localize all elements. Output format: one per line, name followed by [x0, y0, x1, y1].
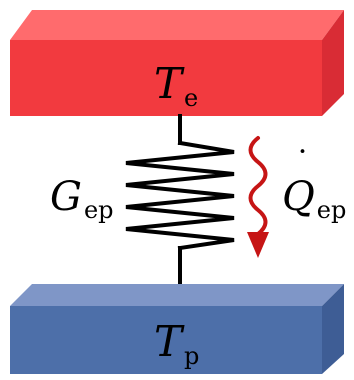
heat-flow-arrowhead: [247, 232, 269, 258]
thermal-conductance-spring: [125, 114, 235, 286]
phonon-bath-block-top: [10, 284, 344, 306]
heat-flow-subscript: ep: [317, 196, 347, 224]
phonon-bath-block: Tp: [10, 284, 344, 374]
conductance-symbol: G: [50, 174, 82, 220]
electron-bath-block-side: [322, 10, 344, 116]
electron-bath-block-top: [10, 10, 344, 40]
electron-bath-block: Te: [10, 10, 344, 116]
phonon-temperature-label: Tp: [154, 317, 199, 370]
conductance-subscript: ep: [84, 196, 114, 224]
heat-flow-arrow: [247, 136, 269, 258]
phonon-temperature-subscript: p: [184, 342, 199, 370]
heat-flow-wavy-line: [248, 136, 268, 236]
electron-temperature-symbol: T: [154, 59, 185, 108]
heat-flow-symbol: Q: [282, 174, 315, 220]
phonon-bath-block-front: [10, 306, 322, 374]
heat-flow-label: Qep: [282, 174, 346, 224]
heat-flow-dot: ˙: [294, 144, 311, 184]
electron-bath-block-front: [10, 40, 322, 116]
electron-temperature-label: Te: [154, 59, 198, 112]
conductance-label: Gep: [50, 174, 114, 224]
phonon-temperature-symbol: T: [154, 317, 185, 366]
phonon-bath-block-side: [322, 284, 344, 374]
spring-coils: [125, 140, 235, 251]
electron-temperature-subscript: e: [184, 84, 198, 112]
